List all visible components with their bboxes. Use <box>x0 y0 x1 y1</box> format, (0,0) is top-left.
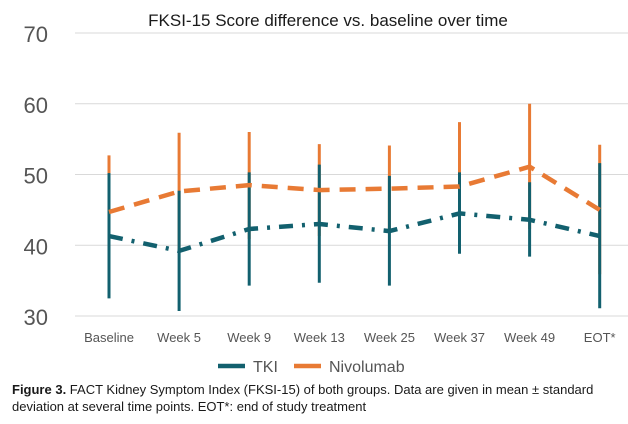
x-tick-label: Week 49 <box>504 330 555 345</box>
series-lines <box>108 164 601 254</box>
caption-label: Figure 3. <box>12 382 67 397</box>
chart-svg: FKSI-15 Score difference vs. baseline ov… <box>24 11 628 376</box>
legend-label-nivolumab: Nivolumab <box>329 359 405 376</box>
y-tick-label: 50 <box>24 164 48 189</box>
x-tick-label: EOT* <box>584 330 616 345</box>
legend-label-tki: TKI <box>253 359 278 376</box>
series-line-nivolumab <box>108 164 601 215</box>
y-tick-label: 40 <box>24 234 48 259</box>
y-tick-label: 30 <box>24 305 48 330</box>
y-tick-label: 60 <box>24 93 48 118</box>
chart-title: FKSI-15 Score difference vs. baseline ov… <box>148 11 508 30</box>
series-line-tki <box>108 211 601 254</box>
figure-caption: Figure 3. FACT Kidney Symptom Index (FKS… <box>12 381 612 415</box>
y-axis: 30 40 50 60 70 <box>24 22 48 330</box>
x-tick-label: Week 5 <box>157 330 201 345</box>
x-tick-label: Week 13 <box>294 330 345 345</box>
caption-text: FACT Kidney Symptom Index (FKSI-15) of b… <box>12 382 594 414</box>
error-bars <box>107 103 602 312</box>
x-tick-label: Week 9 <box>227 330 271 345</box>
x-axis: Baseline Week 5 Week 9 Week 13 Week 25 Week 3… <box>84 330 616 345</box>
x-tick-label: Week 25 <box>364 330 415 345</box>
legend: TKI Nivolumab <box>218 359 405 376</box>
x-tick-label: Baseline <box>84 330 134 345</box>
x-tick-label: Week 37 <box>434 330 485 345</box>
grid-lines <box>75 32 628 317</box>
y-tick-label: 70 <box>24 22 48 47</box>
